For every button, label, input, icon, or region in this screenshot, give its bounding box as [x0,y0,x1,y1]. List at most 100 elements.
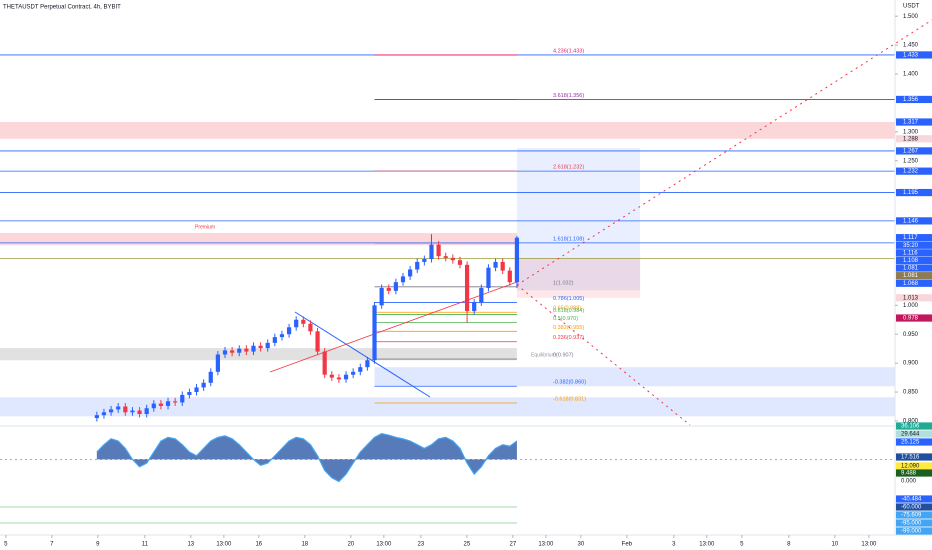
price-label: 1.116 [903,250,918,256]
fib-label: 0.65(0.988) [553,306,581,312]
osc-label: 0.000 [901,479,917,485]
osc-label: 12.090 [901,464,920,470]
annotation: Premium [195,224,215,230]
fib-label: 0.236(0.937) [553,335,584,341]
fib-label: -0.618(0.831) [553,396,586,402]
projection-line [516,284,691,426]
fib-label: 1.618(1.108) [553,236,584,242]
price-label: 1.117 [903,235,918,241]
candle-body [244,348,249,352]
unit-label: USDT [903,4,920,10]
candle-body [251,345,256,352]
candle-body [137,410,142,415]
candle-body [415,261,420,270]
y-tick-label: 0.900 [903,361,919,367]
candle-body [222,350,228,355]
x-tick-label: 18 [301,542,308,548]
fib-label: 4.236(1.433) [553,48,584,54]
candle-body [258,345,263,349]
price-label: 1.013 [903,295,919,301]
y-tick-label: 1.300 [903,129,919,135]
price-label-box [896,249,932,257]
osc-area [96,433,517,482]
candle-body [479,287,484,303]
fib-label: 3.618(1.356) [553,93,584,99]
osc-label: -95.000 [901,521,922,527]
candles [94,234,520,422]
candle-body [514,237,520,283]
osc-label-box [896,453,932,461]
candle-body [343,374,349,380]
osc-label-box [896,430,932,438]
osc-label: 9.488 [901,471,917,477]
x-tick-label: 11 [142,542,149,548]
candle-body [286,327,292,335]
candle-body [450,257,455,261]
candle-body [429,244,434,260]
price-label: 1.108 [903,258,919,264]
x-tick-label: 20 [347,542,354,548]
x-tick-label: 13 [187,542,194,548]
price-label-box [896,217,932,225]
osc-label-box [896,519,932,527]
x-tick-label: 10 [831,542,838,548]
zone [516,257,641,298]
x-tick-label: 30 [578,542,585,548]
candle-body [393,282,398,291]
candle-body [201,382,206,388]
trend-line [294,311,431,398]
price-label-box [896,264,932,272]
candle-body [230,350,235,353]
zone [0,397,895,417]
y-tick-label: 1.000 [903,303,919,309]
fib-label: 0.786(1.005) [553,296,584,302]
price-label: 1.195 [903,190,919,196]
fib-label: 0.618(0.984) [553,308,584,314]
zone [0,122,895,139]
candle-body [301,319,306,324]
x-tick-label: 16 [255,542,262,548]
osc-label: 29.644 [901,432,920,438]
x-tick-label: 13:00 [538,542,554,548]
candle-body [237,348,242,353]
x-tick-label: 23 [418,542,425,548]
candle-body [386,287,391,291]
osc-label-box [896,527,932,535]
candle-body [400,276,406,283]
candle-body [123,406,128,413]
chart-title: THETAUSDT Perpetual Contract, 4h, BYBIT [3,5,121,11]
price-label-box [896,234,932,242]
x-tick-label: 13:00 [861,542,877,548]
zone [0,348,517,361]
y-tick-label: 1.500 [903,14,919,20]
candle-body [108,409,114,413]
candle-body [365,360,370,368]
candle-body [422,259,427,262]
candle-body [101,412,107,416]
candle-body [180,394,185,403]
candle-body [408,269,413,277]
osc-label-box [896,438,932,446]
countdown-box [896,241,932,249]
candle-body [351,371,356,375]
candle-body [457,260,463,265]
trend-line [269,281,518,373]
price-label-box [896,51,932,59]
osc-label: -40.484 [901,497,922,503]
y-tick-label: 1.400 [903,72,919,78]
candle-body [315,331,320,352]
price-label: 1.146 [903,218,919,224]
candle-body [336,377,342,380]
price-label-box [896,314,932,322]
price-label: 1.232 [903,169,919,175]
candle-body [165,401,171,406]
osc-label-box [896,477,932,485]
x-tick-label: 27 [510,542,517,548]
candle-body [194,387,199,393]
y-tick-label: 1.250 [903,158,919,164]
osc-label-box [896,511,932,519]
y-tick-label: 1.450 [903,43,919,49]
candle-body [500,261,505,271]
